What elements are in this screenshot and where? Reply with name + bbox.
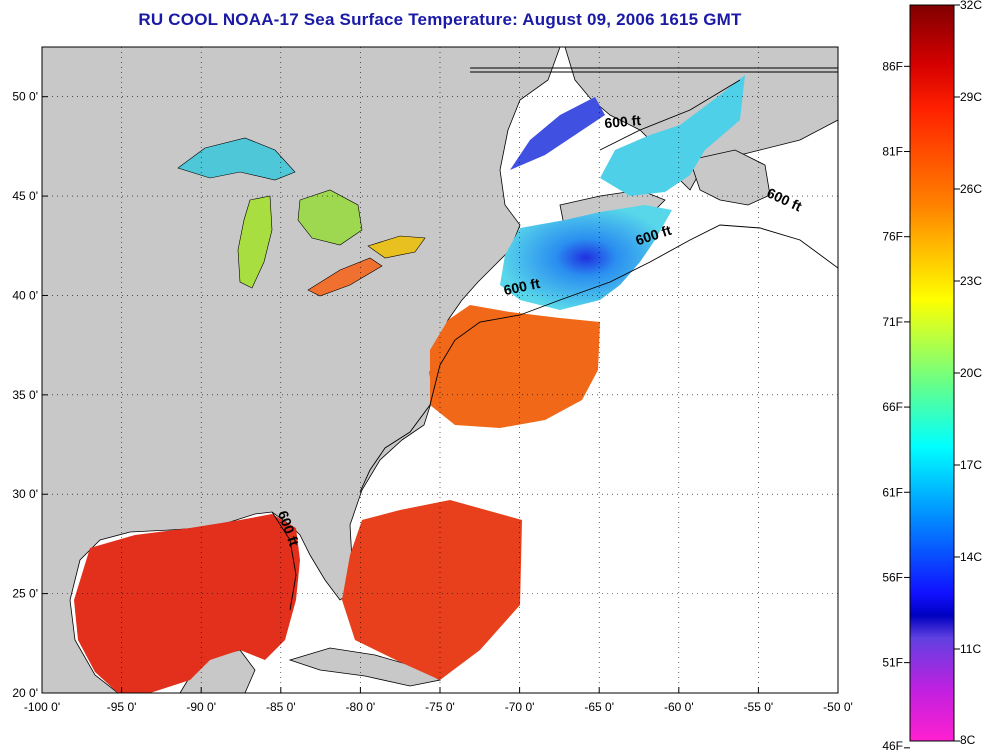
- contour-label-600ft: 600 ft: [604, 112, 642, 131]
- colorbar-fahrenheit-ticks: 86F 81F 76F 71F 66F 61F 56F 51F 46F: [882, 59, 910, 753]
- cb-celsius-tick-label: 17C: [960, 458, 982, 472]
- lon-tick-label: -100 0': [24, 700, 60, 714]
- cb-celsius-tick-label: 8C: [960, 733, 976, 747]
- lon-tick-label: -85 0': [266, 700, 296, 714]
- cb-fahrenheit-tick-label: 81F: [882, 145, 903, 159]
- cb-fahrenheit-tick-label: 46F: [882, 739, 903, 753]
- lake-michigan: [237, 195, 273, 289]
- cb-celsius-tick-label: 14C: [960, 550, 982, 564]
- longitude-ticks: -100 0' -95 0' -90 0' -85 0' -80 0' -75 0' -70…: [24, 687, 853, 714]
- lon-tick-label: -55 0': [744, 700, 774, 714]
- colorbar: [909, 4, 955, 742]
- cb-fahrenheit-tick-label: 76F: [882, 230, 903, 244]
- colorbar-celsius-ticks: 32C 29C 26C 23C 20C 17C 14C 11C 8C: [954, 0, 982, 747]
- lat-tick-label: 40 0': [12, 288, 38, 302]
- lon-tick-label: -95 0': [107, 700, 137, 714]
- lon-tick-label: -50 0': [823, 700, 853, 714]
- map-title: RU COOL NOAA-17 Sea Surface Temperature:…: [138, 10, 742, 29]
- lake-ontario: [367, 235, 426, 259]
- cb-fahrenheit-tick-label: 66F: [882, 400, 903, 414]
- cb-fahrenheit-tick-label: 56F: [882, 570, 903, 584]
- latitude-ticks: 20 0' 25 0' 30 0' 35 0' 40 0' 45 0' 50 0': [12, 90, 48, 700]
- lat-tick-label: 20 0': [12, 686, 38, 700]
- lon-tick-label: -80 0': [346, 700, 376, 714]
- cb-fahrenheit-tick-label: 71F: [882, 315, 903, 329]
- lat-tick-label: 30 0': [12, 487, 38, 501]
- cb-fahrenheit-tick-label: 86F: [882, 59, 903, 73]
- lat-tick-label: 35 0': [12, 388, 38, 402]
- lake-erie: [307, 257, 383, 297]
- lake-huron: [297, 189, 363, 246]
- lon-tick-label: -65 0': [584, 700, 614, 714]
- cb-celsius-tick-label: 29C: [960, 90, 982, 104]
- land-north-america: [42, 47, 561, 693]
- lon-tick-label: -70 0': [505, 700, 535, 714]
- sst-mid-atlantic: [430, 305, 600, 428]
- cb-fahrenheit-tick-label: 61F: [882, 485, 903, 499]
- cb-celsius-tick-label: 26C: [960, 182, 982, 196]
- cb-celsius-tick-label: 20C: [960, 366, 982, 380]
- cb-celsius-tick-label: 11C: [960, 642, 981, 656]
- cb-celsius-tick-label: 32C: [960, 0, 982, 12]
- isobath-600ft: [271, 67, 838, 611]
- sst-south-atlantic: [342, 500, 522, 680]
- lat-tick-label: 25 0': [12, 587, 38, 601]
- cb-celsius-tick-label: 23C: [960, 274, 982, 288]
- lat-tick-label: 45 0': [12, 189, 38, 203]
- contour-label-600ft: 600 ft: [502, 275, 541, 298]
- land-newfoundland: [689, 149, 771, 206]
- sst-st-lawrence-estuary: [510, 97, 605, 170]
- lat-tick-label: 50 0': [12, 90, 38, 104]
- lon-tick-label: -75 0': [425, 700, 455, 714]
- cb-fahrenheit-tick-label: 51F: [882, 656, 903, 670]
- lake-superior: [177, 137, 296, 181]
- lon-tick-label: -60 0': [664, 700, 694, 714]
- sst-gulf-of-st-lawrence: [600, 75, 745, 196]
- sst-gulf-of-mexico: [74, 514, 300, 693]
- lon-tick-label: -90 0': [186, 700, 216, 714]
- sst-gulf-of-maine: [500, 205, 672, 310]
